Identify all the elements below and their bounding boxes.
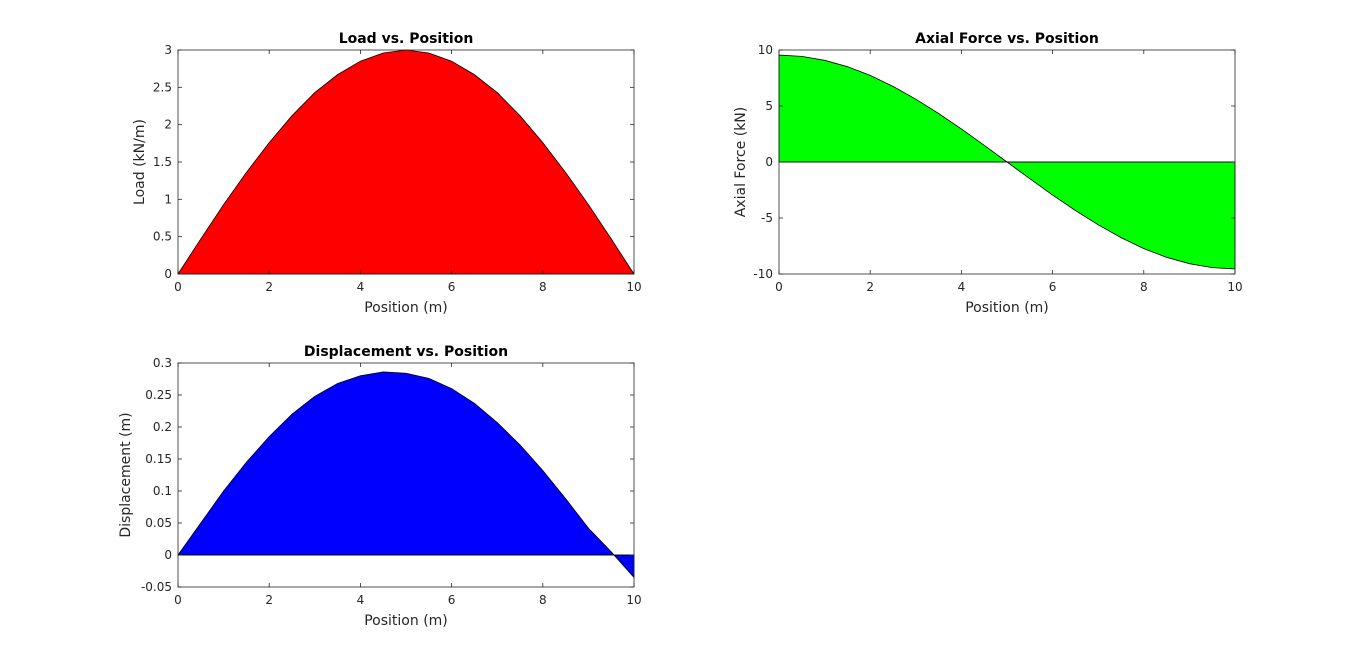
displacement-ylabel: Displacement (m) — [118, 412, 134, 537]
load-xtick-label: 2 — [265, 280, 273, 294]
load-xtick-label: 10 — [626, 280, 641, 294]
displacement-xtick-label: 8 — [539, 593, 547, 607]
axial-force-ytick-label: -10 — [753, 267, 773, 281]
load-ytick-label: 1 — [164, 192, 172, 206]
displacement-ytick-label: -0.05 — [141, 580, 172, 594]
load-ytick-label: 3 — [164, 43, 172, 57]
load-ytick-label: 1.5 — [153, 155, 172, 169]
displacement-ytick-label: 0.1 — [153, 484, 172, 498]
displacement-xlabel: Position (m) — [364, 613, 448, 629]
axial-force-xtick-label: 6 — [1049, 280, 1057, 294]
displacement-xtick-label: 0 — [174, 593, 182, 607]
axial-force-ytick-label: -5 — [761, 211, 773, 225]
displacement-axes-box — [177, 362, 635, 588]
load-ytick-label: 0.5 — [153, 230, 172, 244]
displacement-ytick-label: 0 — [164, 548, 172, 562]
axial-force-title: Axial Force vs. Position — [915, 31, 1099, 47]
load-plot: 0 2 4 6 8 10 0 0.5 1 1.5 2 2.5 3 Load vs. Position Pos… — [132, 31, 642, 316]
load-ylabel: Load (kN/m) — [132, 119, 148, 205]
load-xlabel: Position (m) — [364, 300, 448, 316]
axial-force-xtick-label: 8 — [1140, 280, 1148, 294]
load-area — [177, 49, 635, 275]
axial-force-xtick-label: 4 — [958, 280, 966, 294]
axial-force-xtick-label: 10 — [1227, 280, 1242, 294]
axial-force-plot: 0 2 4 6 8 10 -10 -5 0 5 10 Axial Force vs. Position… — [733, 31, 1243, 316]
load-xtick-label: 0 — [174, 280, 182, 294]
displacement-xtick-label: 6 — [448, 593, 456, 607]
axial-force-xlabel: Position (m) — [965, 300, 1049, 316]
load-xtick-label: 8 — [539, 280, 547, 294]
load-title: Load vs. Position — [339, 31, 474, 47]
displacement-xtick-label: 4 — [357, 593, 365, 607]
axial-force-ytick-label: 5 — [765, 99, 773, 113]
axial-force-ytick-label: 0 — [765, 155, 773, 169]
displacement-xtick-label: 2 — [265, 593, 273, 607]
load-ytick-label: 2 — [164, 118, 172, 132]
displacement-ytick-label: 0.25 — [145, 388, 172, 402]
displacement-title: Displacement vs. Position — [304, 344, 508, 360]
displacement-ytick-label: 0.2 — [153, 420, 172, 434]
displacement-plot: 0 2 4 6 8 10-0.0500.050.10.150.20.250.3Displa… — [118, 344, 642, 629]
displacement-ytick-label: 0.15 — [145, 452, 172, 466]
axial-force-xtick-label: 0 — [775, 280, 783, 294]
axial-force-ylabel: Axial Force (kN) — [733, 107, 749, 218]
displacement-area — [177, 371, 635, 579]
axial-force-xtick-label: 2 — [866, 280, 874, 294]
load-xtick-label: 4 — [357, 280, 365, 294]
displacement-ytick-label: 0.05 — [145, 516, 172, 530]
load-xtick-label: 6 — [448, 280, 456, 294]
displacement-xtick-label: 10 — [626, 593, 641, 607]
axial-force-ytick-label: 10 — [758, 43, 773, 57]
displacement-ytick-label: 0.3 — [153, 356, 172, 370]
load-ytick-label: 0 — [164, 267, 172, 281]
load-ytick-label: 2.5 — [153, 80, 172, 94]
